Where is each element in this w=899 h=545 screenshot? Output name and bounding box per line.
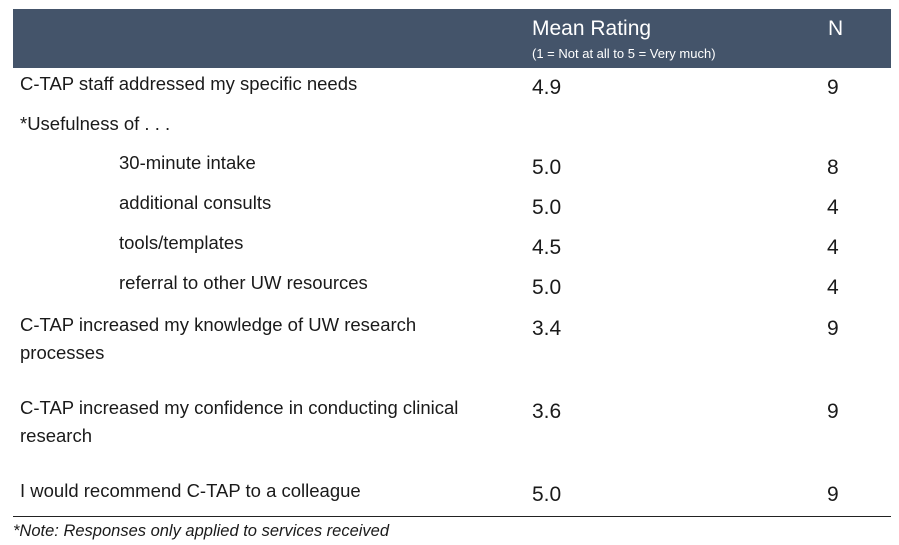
n-value: 9 [827,400,839,423]
n-value: 9 [827,483,839,506]
n-value: 9 [827,317,839,340]
n-value: 9 [827,76,839,99]
row-label: C-TAP increased my knowledge of UW resea… [20,314,417,363]
mean-value: 4.9 [532,76,562,99]
column-header-n: N [828,17,844,40]
mean-value: 3.4 [532,317,562,340]
footnote: *Note: Responses only applied to service… [13,522,390,540]
n-value: 4 [827,196,839,219]
n-value: 4 [827,276,839,299]
mean-value: 5.0 [532,483,562,506]
row-label: 30-minute intake [119,152,256,173]
mean-value: 5.0 [532,156,562,179]
row-label: C-TAP staff addressed my specific needs [20,73,358,94]
mean-value: 3.6 [532,400,562,423]
n-value: 4 [827,236,839,259]
row-label: tools/templates [119,232,244,253]
row-label: I would recommend C-TAP to a colleague [20,480,361,501]
n-value: 8 [827,156,839,179]
row-label: C-TAP increased my confidence in conduct… [20,397,459,446]
mean-value: 5.0 [532,276,562,299]
table-bottom-rule [13,516,891,517]
row-label: referral to other UW resources [119,272,368,293]
row-label: additional consults [119,192,272,213]
column-header-scale-note: (1 = Not at all to 5 = Very much) [532,46,716,61]
column-header-mean-rating: Mean Rating [532,17,652,40]
table-header: Mean Rating (1 = Not at all to 5 = Very … [13,9,891,68]
row-label: *Usefulness of . . . [20,113,171,134]
mean-value: 4.5 [532,236,562,259]
mean-value: 5.0 [532,196,562,219]
